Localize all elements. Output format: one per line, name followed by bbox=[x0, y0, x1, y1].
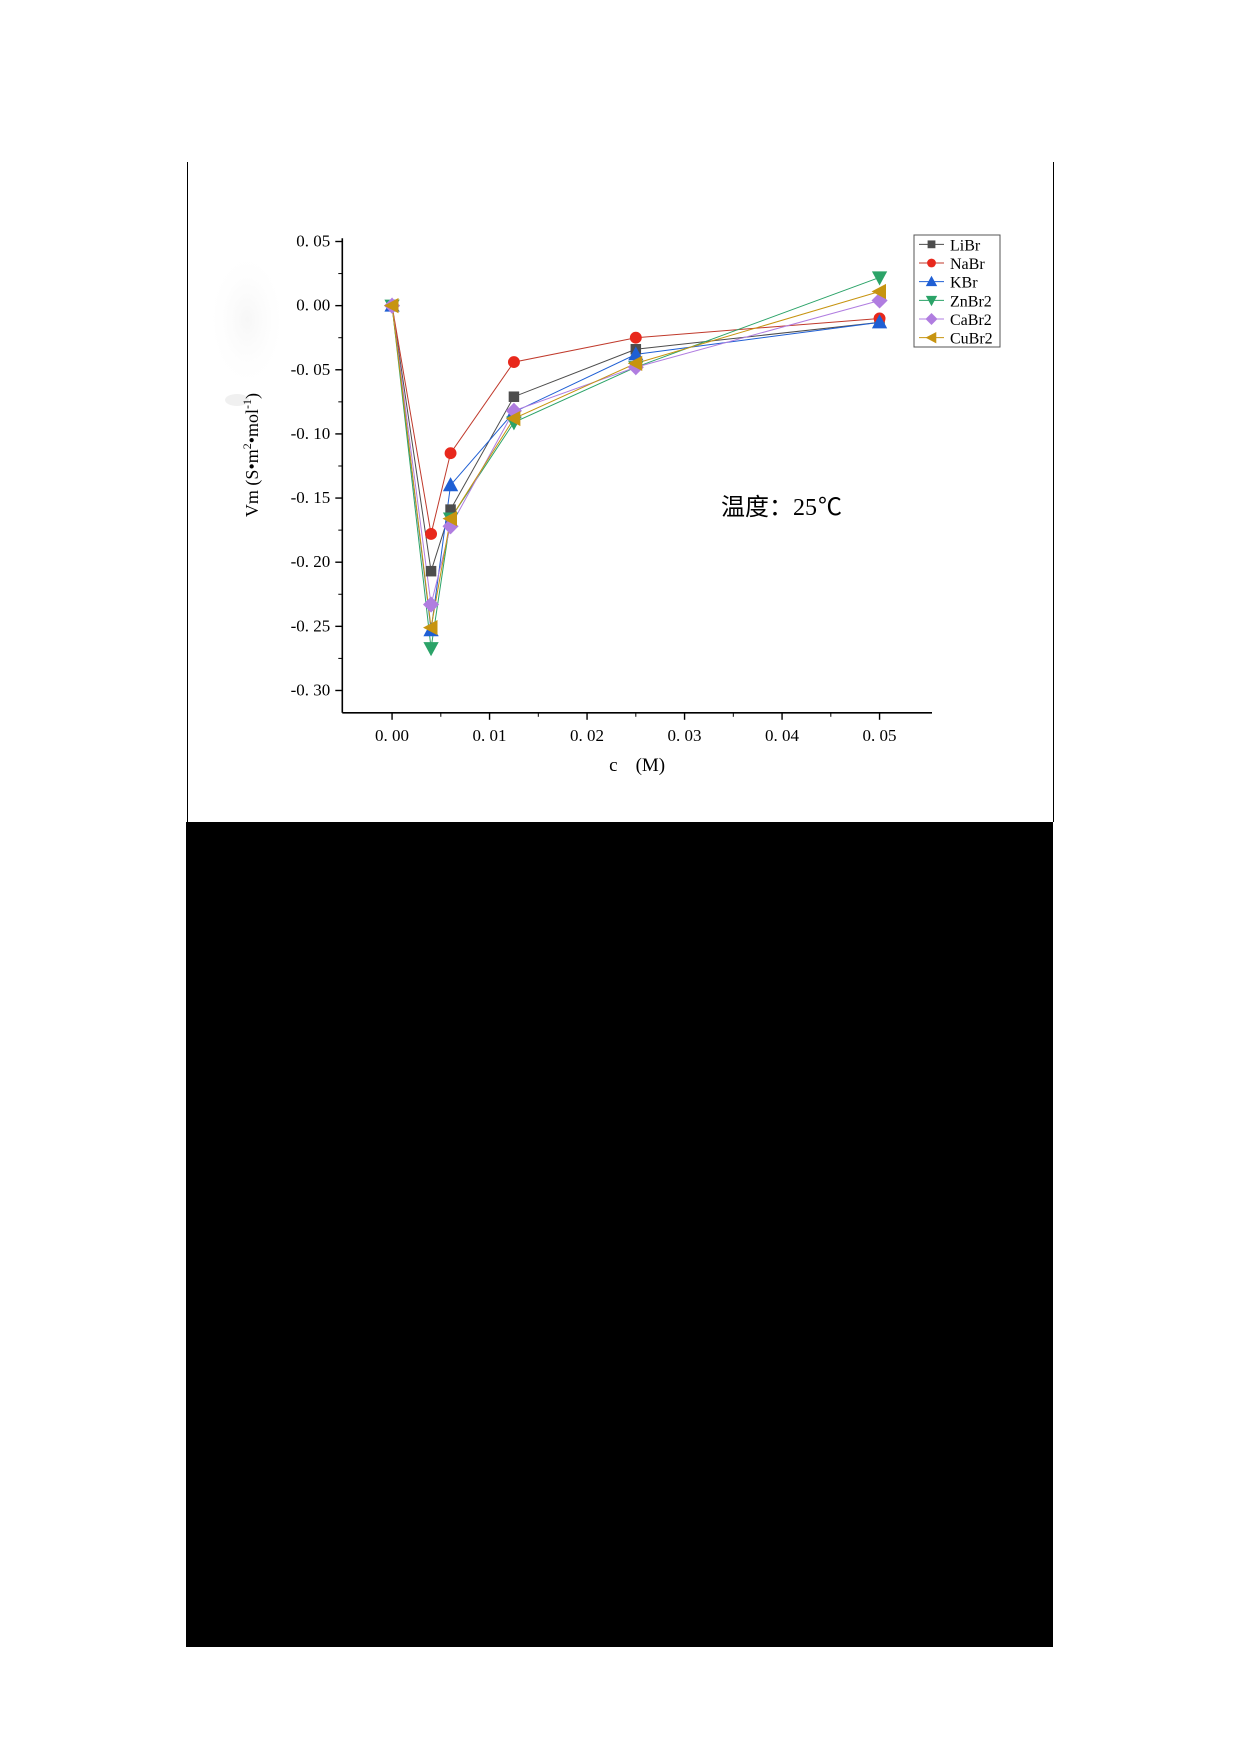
svg-text:0. 05: 0. 05 bbox=[863, 726, 897, 745]
svg-text:Vm (S•m2•mol-1): Vm (S•m2•mol-1) bbox=[240, 393, 263, 517]
svg-text:0. 02: 0. 02 bbox=[570, 726, 604, 745]
svg-text:温度：25℃: 温度：25℃ bbox=[721, 494, 842, 521]
svg-text:CuBr2: CuBr2 bbox=[950, 331, 993, 348]
svg-text:KBr: KBr bbox=[950, 275, 978, 292]
svg-text:-0. 20: -0. 20 bbox=[291, 552, 331, 571]
svg-text:0. 00: 0. 00 bbox=[296, 296, 330, 315]
svg-text:0. 04: 0. 04 bbox=[765, 726, 800, 745]
svg-text:-0. 25: -0. 25 bbox=[291, 616, 331, 635]
svg-text:CaBr2: CaBr2 bbox=[950, 312, 992, 329]
svg-text:c(M): c (M) bbox=[609, 755, 665, 776]
svg-text:0. 00: 0. 00 bbox=[375, 726, 409, 745]
svg-text:0. 05: 0. 05 bbox=[296, 232, 330, 251]
svg-text:-0. 05: -0. 05 bbox=[291, 360, 331, 379]
svg-text:-0. 15: -0. 15 bbox=[291, 488, 331, 507]
svg-text:LiBr: LiBr bbox=[950, 237, 981, 254]
svg-text:ZnBr2: ZnBr2 bbox=[950, 293, 992, 310]
svg-text:0. 01: 0. 01 bbox=[473, 726, 507, 745]
svg-text:-0. 30: -0. 30 bbox=[291, 680, 331, 699]
svg-text:-0. 10: -0. 10 bbox=[291, 424, 331, 443]
svg-text:0. 03: 0. 03 bbox=[668, 726, 702, 745]
svg-text:NaBr: NaBr bbox=[950, 256, 985, 273]
